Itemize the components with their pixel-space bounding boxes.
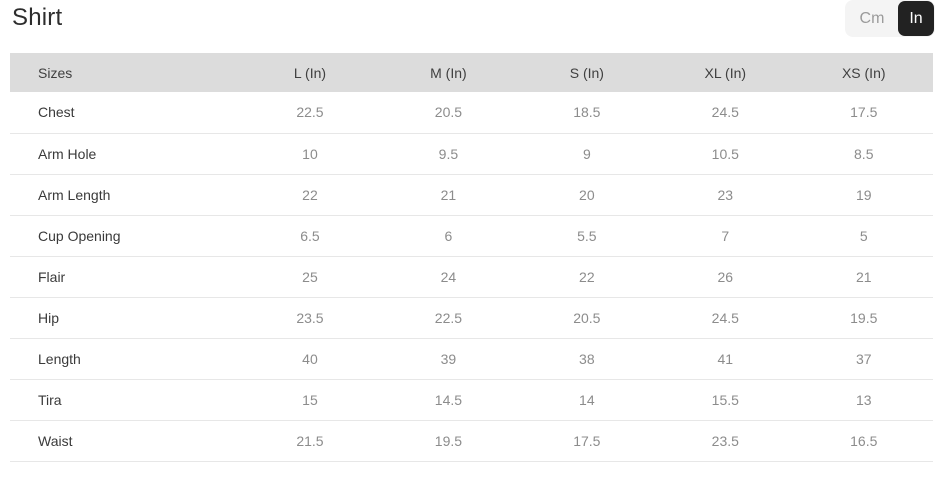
size-value: 17.5 <box>517 420 657 462</box>
size-value: 40 <box>240 338 380 380</box>
size-value: 14 <box>517 379 657 421</box>
size-value: 24.5 <box>656 297 795 339</box>
size-value: 24 <box>379 256 518 298</box>
size-chart-table: Sizes L (In) M (In) S (In) XL (In) XS (I… <box>10 53 933 462</box>
size-value: 24.5 <box>656 92 795 134</box>
size-value: 15.5 <box>656 379 795 421</box>
size-value: 21 <box>379 174 518 216</box>
size-value: 23.5 <box>240 297 380 339</box>
table-row: Arm Hole 10 9.5 9 10.5 8.5 <box>10 133 933 175</box>
column-header-s: S (In) <box>517 53 657 92</box>
table-header-row: Sizes L (In) M (In) S (In) XL (In) XS (I… <box>10 53 933 92</box>
measurement-label: Arm Hole <box>10 133 241 175</box>
size-value: 13 <box>794 379 933 421</box>
size-value: 17.5 <box>794 92 933 134</box>
page-header: Shirt Cm In <box>0 0 943 53</box>
size-value: 10 <box>240 133 380 175</box>
column-header-xs: XS (In) <box>794 53 933 92</box>
measurement-label: Tira <box>10 379 241 421</box>
size-value: 16.5 <box>794 420 933 462</box>
size-value: 23.5 <box>656 420 795 462</box>
size-value: 20.5 <box>379 92 518 134</box>
unit-cm-button[interactable]: Cm <box>846 1 898 36</box>
size-value: 38 <box>517 338 657 380</box>
size-value: 10.5 <box>656 133 795 175</box>
table-row: Cup Opening 6.5 6 5.5 7 5 <box>10 215 933 257</box>
size-value: 14.5 <box>379 379 518 421</box>
size-value: 20.5 <box>517 297 657 339</box>
size-value: 23 <box>656 174 795 216</box>
size-value: 19 <box>794 174 933 216</box>
size-value: 21 <box>794 256 933 298</box>
size-value: 20 <box>517 174 657 216</box>
table-row: Hip 23.5 22.5 20.5 24.5 19.5 <box>10 297 933 339</box>
size-value: 15 <box>240 379 380 421</box>
size-value: 5 <box>794 215 933 257</box>
table-row: Length 40 39 38 41 37 <box>10 338 933 380</box>
measurement-label: Waist <box>10 420 241 462</box>
size-value: 21.5 <box>240 420 380 462</box>
size-value: 22 <box>240 174 380 216</box>
column-header-l: L (In) <box>240 53 380 92</box>
measurement-label: Length <box>10 338 241 380</box>
size-value: 39 <box>379 338 518 380</box>
measurement-label: Arm Length <box>10 174 241 216</box>
size-value: 9.5 <box>379 133 518 175</box>
size-value: 6 <box>379 215 518 257</box>
page-title: Shirt <box>12 4 63 31</box>
column-header-m: M (In) <box>379 53 518 92</box>
column-header-xl: XL (In) <box>656 53 795 92</box>
measurement-label: Cup Opening <box>10 215 241 257</box>
table-row: Arm Length 22 21 20 23 19 <box>10 174 933 216</box>
size-value: 22.5 <box>379 297 518 339</box>
size-value: 18.5 <box>517 92 657 134</box>
measurement-label: Hip <box>10 297 241 339</box>
size-value: 9 <box>517 133 657 175</box>
column-header-sizes: Sizes <box>10 53 241 92</box>
size-value: 5.5 <box>517 215 657 257</box>
table-row: Chest 22.5 20.5 18.5 24.5 17.5 <box>10 92 933 134</box>
table-row: Waist 21.5 19.5 17.5 23.5 16.5 <box>10 420 933 462</box>
unit-in-button[interactable]: In <box>898 1 934 36</box>
size-value: 41 <box>656 338 795 380</box>
size-value: 22 <box>517 256 657 298</box>
size-value: 37 <box>794 338 933 380</box>
size-value: 19.5 <box>794 297 933 339</box>
size-value: 8.5 <box>794 133 933 175</box>
size-value: 6.5 <box>240 215 380 257</box>
unit-toggle: Cm In <box>845 0 935 37</box>
table-row: Tira 15 14.5 14 15.5 13 <box>10 379 933 421</box>
size-value: 26 <box>656 256 795 298</box>
size-value: 7 <box>656 215 795 257</box>
size-value: 19.5 <box>379 420 518 462</box>
size-value: 22.5 <box>240 92 380 134</box>
size-value: 25 <box>240 256 380 298</box>
table-row: Flair 25 24 22 26 21 <box>10 256 933 298</box>
measurement-label: Chest <box>10 92 241 134</box>
measurement-label: Flair <box>10 256 241 298</box>
